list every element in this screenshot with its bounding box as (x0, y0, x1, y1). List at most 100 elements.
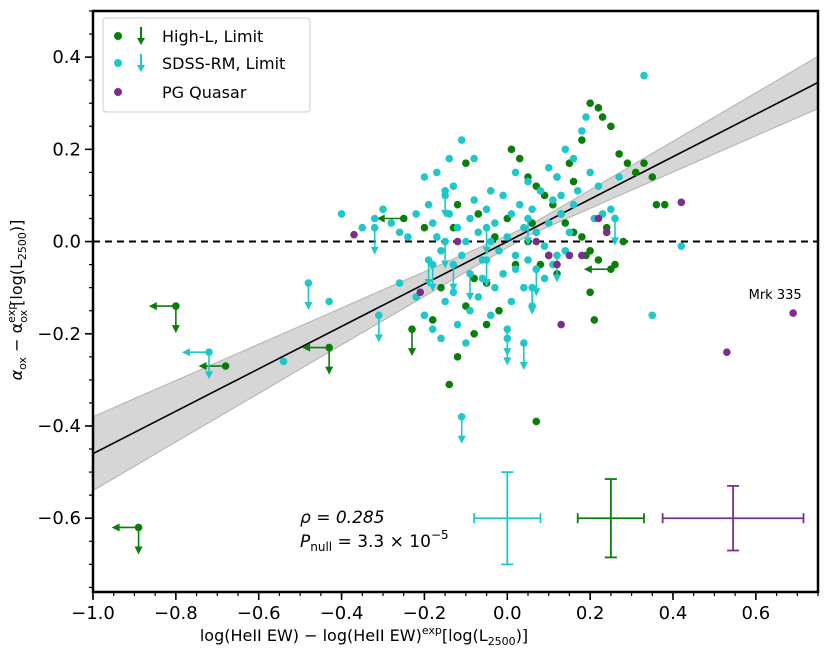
data-point (569, 200, 578, 209)
data-point (615, 150, 623, 158)
limit-point (532, 265, 541, 274)
data-point (457, 136, 466, 144)
data-point (594, 214, 603, 223)
y-axis-title: αox − αexpox[log(L2500)] (5, 220, 30, 381)
y-tick-label: 0.2 (52, 139, 81, 160)
limit-point (520, 339, 528, 347)
data-point (453, 223, 462, 232)
data-point (553, 260, 561, 269)
data-point (404, 233, 412, 241)
data-point (540, 242, 549, 250)
data-point (370, 214, 379, 223)
data-point (648, 173, 657, 181)
data-point (482, 320, 491, 329)
data-point (553, 173, 561, 181)
data-point (586, 99, 594, 108)
limit-point (449, 260, 458, 269)
data-point (569, 177, 578, 186)
limit-point (607, 265, 615, 274)
legend-marker (114, 88, 122, 96)
y-tick-label: −0.6 (37, 508, 81, 529)
limit-point (408, 325, 416, 333)
data-point (540, 274, 549, 283)
x-tick-label: −0.2 (403, 603, 447, 624)
data-points (111, 71, 797, 555)
data-point (549, 196, 557, 204)
limit-arrow-down-head (553, 274, 561, 283)
data-point (499, 191, 507, 200)
data-point (466, 214, 474, 223)
data-point (515, 200, 524, 209)
limit-arrow-down-head (466, 292, 474, 301)
x-tick-label: −0.8 (154, 603, 198, 624)
x-tick-label: 0.0 (493, 603, 522, 624)
p-exp: −5 (431, 528, 449, 542)
legend-label-sdss-rm: SDSS-RM, Limit (162, 54, 285, 73)
data-point (723, 348, 731, 357)
data-point (433, 168, 441, 177)
limit-arrow-down-head (134, 546, 143, 555)
limit-point (441, 237, 449, 246)
limit-point (375, 311, 383, 320)
limit-arrow-left-head (148, 302, 157, 311)
xlabel-end: )] (516, 626, 528, 645)
data-point (607, 205, 615, 214)
limit-point (503, 325, 512, 333)
data-point (462, 159, 470, 167)
limit-arrow-down-head (524, 237, 532, 246)
data-point (598, 113, 607, 121)
data-point (470, 196, 478, 204)
data-point (441, 297, 449, 306)
xlabel-sub: 2500 (488, 635, 516, 648)
limit-point (428, 260, 437, 269)
data-point (660, 200, 669, 209)
limit-point (304, 279, 313, 287)
limit-arrow-left-head (182, 348, 190, 357)
data-point (420, 311, 429, 320)
limit-arrow-left-head (198, 362, 207, 371)
data-point (449, 288, 458, 297)
data-point (337, 210, 346, 218)
limit-arrow-down-head (441, 209, 450, 218)
data-point (515, 154, 524, 163)
limit-arrow-down-head (449, 283, 458, 292)
data-point (619, 237, 628, 246)
data-point (453, 237, 462, 246)
data-point (445, 154, 454, 163)
x-tick-label: 0.2 (576, 603, 605, 624)
data-point (486, 237, 495, 246)
data-point (420, 173, 429, 181)
x-tick-label: −0.4 (320, 603, 364, 624)
legend-arrow-head (137, 65, 145, 72)
ylabel-sub3: 2500 (16, 232, 29, 260)
data-point (524, 177, 532, 186)
data-point (428, 316, 437, 324)
data-point (486, 187, 495, 195)
data-point (433, 233, 441, 241)
data-point (631, 168, 640, 177)
limit-arrow-left-head (583, 265, 592, 274)
data-point (565, 228, 574, 237)
legend-box (102, 17, 311, 113)
p-sub: null (310, 540, 332, 554)
data-point (520, 283, 528, 292)
data-point (532, 417, 541, 426)
limit-arrow-down-head (370, 246, 379, 255)
data-point (594, 256, 603, 264)
data-point (602, 228, 611, 237)
data-point (350, 230, 358, 239)
data-point (474, 293, 483, 301)
limit-arrow-down-head (171, 325, 180, 334)
data-point (586, 288, 594, 297)
legend-marker (114, 59, 122, 67)
data-point (325, 297, 333, 306)
limit-point (482, 256, 491, 264)
limit-point (172, 302, 180, 310)
data-point (491, 283, 499, 292)
data-point (640, 159, 648, 167)
error-bar (473, 471, 542, 566)
data-point (569, 154, 578, 163)
data-point (395, 279, 404, 287)
data-point (482, 205, 491, 214)
